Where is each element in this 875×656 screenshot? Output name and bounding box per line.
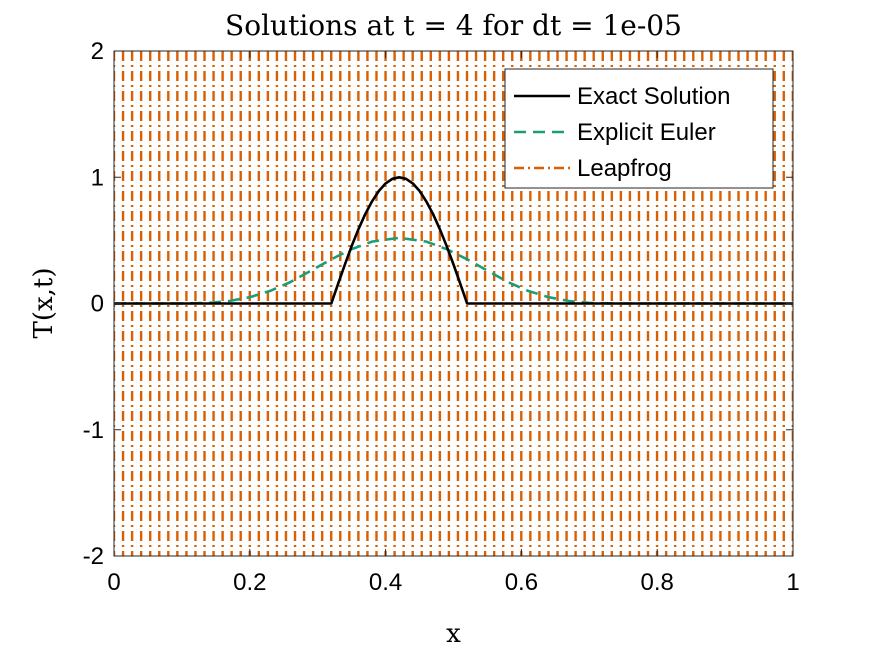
y-tick-label: -1 [83, 417, 104, 444]
legend: Exact Solution Explicit Euler Leapfrog [504, 68, 774, 189]
explicit-euler-line [114, 236, 793, 305]
x-tick-label: 0.8 [641, 569, 674, 596]
legend-label-euler: Explicit Euler [577, 119, 716, 146]
x-tick-label: 1 [786, 569, 799, 596]
y-tick-label: -2 [83, 543, 104, 570]
x-tick-label: 0 [107, 569, 120, 596]
y-tick-label: 2 [91, 38, 104, 65]
legend-label-exact: Exact Solution [577, 83, 730, 110]
y-axis-label: T(x,t) [29, 267, 59, 338]
y-tick-label: 0 [91, 291, 104, 318]
x-tick-label: 0.2 [233, 569, 266, 596]
x-axis-label: x [446, 619, 461, 649]
x-tick-label: 0.4 [369, 569, 402, 596]
legend-label-leapfrog: Leapfrog [577, 155, 672, 182]
ticks: 0 0.2 0.4 0.6 0.8 1 -2 -1 0 1 2 [83, 38, 800, 596]
x-tick-label: 0.6 [505, 569, 538, 596]
exact-solution-line [114, 176, 793, 305]
chart-title: Solutions at t = 4 for dt = 1e-05 [225, 9, 682, 42]
y-tick-label: 1 [91, 164, 104, 191]
